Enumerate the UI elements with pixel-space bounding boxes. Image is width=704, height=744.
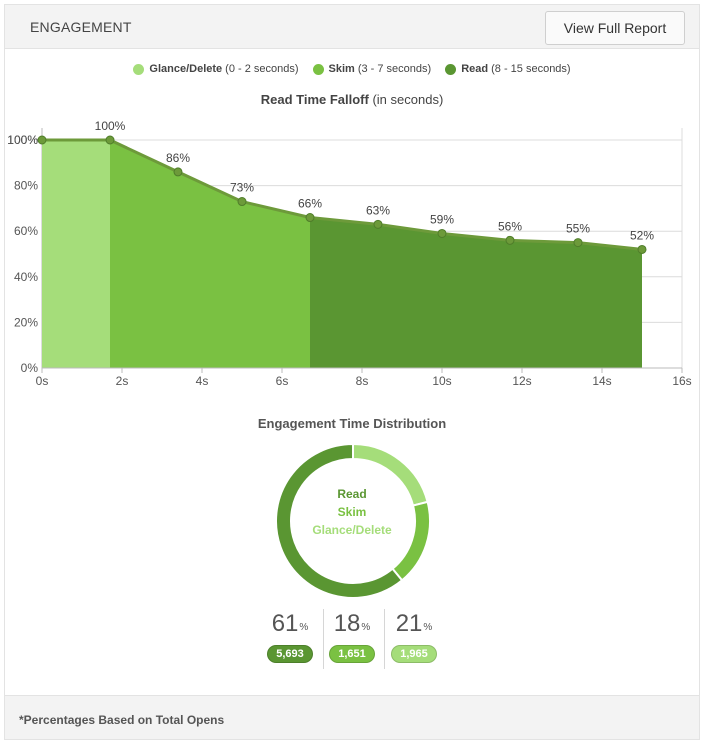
legend-item-read[interactable]: Read (8 - 15 seconds)	[445, 63, 571, 75]
data-label: 52%	[630, 228, 654, 242]
percent-sign: %	[299, 622, 309, 633]
stat-glance: 21% 1,965	[384, 607, 444, 671]
area-segment-glance-delete	[42, 140, 110, 368]
x-tick-label: 6s	[276, 374, 289, 388]
donut-label-glance: Glance/Delete	[312, 523, 392, 537]
legend-swatch-glance	[133, 63, 145, 75]
percent-sign: %	[423, 622, 433, 633]
data-point	[173, 167, 183, 177]
legend-name: Glance/Delete	[149, 63, 223, 75]
y-tick-label: 80%	[14, 179, 38, 193]
stat-read-percent: 61%	[260, 609, 320, 639]
data-label-first: 100%	[7, 133, 38, 147]
y-tick-label: 40%	[14, 270, 38, 284]
percent-sign: %	[361, 622, 371, 633]
line-chart-title-text: Read Time Falloff	[260, 92, 369, 107]
area-segment-read	[310, 217, 642, 368]
stat-glance-value: 21	[395, 610, 423, 637]
data-point	[437, 228, 447, 238]
stat-skim-count: 1,651	[329, 645, 375, 663]
legend-range: (0 - 2 seconds)	[225, 63, 299, 75]
data-point	[237, 197, 247, 207]
read-time-falloff-chart: 0% 20% 40% 60% 80% 100% 100% 86% 73% 66% 63% 59% 56%…	[7, 119, 691, 388]
data-label: 59%	[430, 212, 454, 226]
data-point	[105, 135, 115, 145]
stat-read-count: 5,693	[267, 645, 313, 663]
legend-name: Read	[461, 63, 489, 75]
x-tick-label: 16s	[672, 374, 691, 388]
data-point	[37, 135, 47, 145]
x-tick-label: 14s	[592, 374, 611, 388]
distribution-stats: 61% 5,693 18% 1,651 21% 1,965	[260, 607, 440, 671]
y-tick-label: 0%	[21, 361, 39, 375]
data-point	[637, 244, 647, 254]
data-label: 63%	[366, 203, 390, 217]
chart-legend: Glance/Delete (0 - 2 seconds) Skim (3 - …	[5, 59, 699, 79]
data-label: 56%	[498, 219, 522, 233]
stat-read-value: 61	[271, 610, 299, 637]
stat-divider	[323, 609, 324, 669]
line-chart-title: Read Time Falloff (in seconds)	[5, 92, 699, 107]
donut-label-skim: Skim	[337, 505, 367, 519]
x-tick-label: 0s	[36, 374, 49, 388]
stat-divider	[384, 609, 385, 669]
stat-skim: 18% 1,651	[322, 607, 382, 671]
y-tick-label: 100%	[7, 133, 38, 147]
engagement-distribution-donut	[275, 443, 431, 599]
footnote: *Percentages Based on Total Opens	[19, 713, 225, 727]
data-point	[305, 213, 315, 223]
donut-slice-read[interactable]	[275, 443, 404, 599]
legend-item-glance[interactable]: Glance/Delete (0 - 2 seconds)	[133, 63, 299, 75]
stat-skim-value: 18	[333, 610, 361, 637]
legend-item-skim[interactable]: Skim (3 - 7 seconds)	[312, 63, 432, 75]
y-tick-label: 20%	[14, 315, 38, 329]
panel-title: ENGAGEMENT	[30, 19, 132, 35]
data-label: 66%	[298, 197, 322, 211]
view-full-report-button[interactable]: View Full Report	[545, 11, 685, 45]
x-tick-label: 8s	[356, 374, 369, 388]
y-tick-label: 60%	[14, 224, 38, 238]
data-point	[573, 238, 583, 248]
x-tick-label: 2s	[116, 374, 129, 388]
stat-glance-percent: 21%	[384, 609, 444, 639]
x-tick-label: 10s	[432, 374, 451, 388]
data-point	[505, 235, 515, 245]
area-segment-skim	[110, 140, 310, 368]
legend-range: (3 - 7 seconds)	[357, 63, 432, 75]
legend-range: (8 - 15 seconds)	[491, 63, 571, 75]
data-label: 100%	[95, 119, 126, 133]
series-line	[42, 138, 643, 251]
x-tick-label: 12s	[512, 374, 531, 388]
donut-center-labels: Read Skim Glance/Delete	[295, 485, 409, 539]
donut-label-read: Read	[337, 487, 367, 501]
legend-swatch-skim	[312, 63, 324, 75]
data-label: 73%	[230, 181, 254, 195]
engagement-panel: ENGAGEMENT View Full Report Glance/Delet…	[4, 4, 700, 740]
data-point	[373, 219, 383, 229]
donut-chart-title: Engagement Time Distribution	[257, 416, 447, 431]
stat-glance-count: 1,965	[391, 645, 437, 663]
stat-skim-percent: 18%	[322, 609, 382, 639]
panel-header: ENGAGEMENT View Full Report	[5, 5, 699, 49]
data-label: 86%	[166, 151, 190, 165]
panel-footer: *Percentages Based on Total Opens	[5, 695, 699, 739]
x-tick-label: 4s	[196, 374, 209, 388]
legend-name: Skim	[328, 63, 355, 75]
line-chart-subtitle: (in seconds)	[372, 92, 444, 107]
stat-read: 61% 5,693	[260, 607, 320, 671]
legend-swatch-read	[445, 63, 457, 75]
data-label: 55%	[566, 222, 590, 236]
